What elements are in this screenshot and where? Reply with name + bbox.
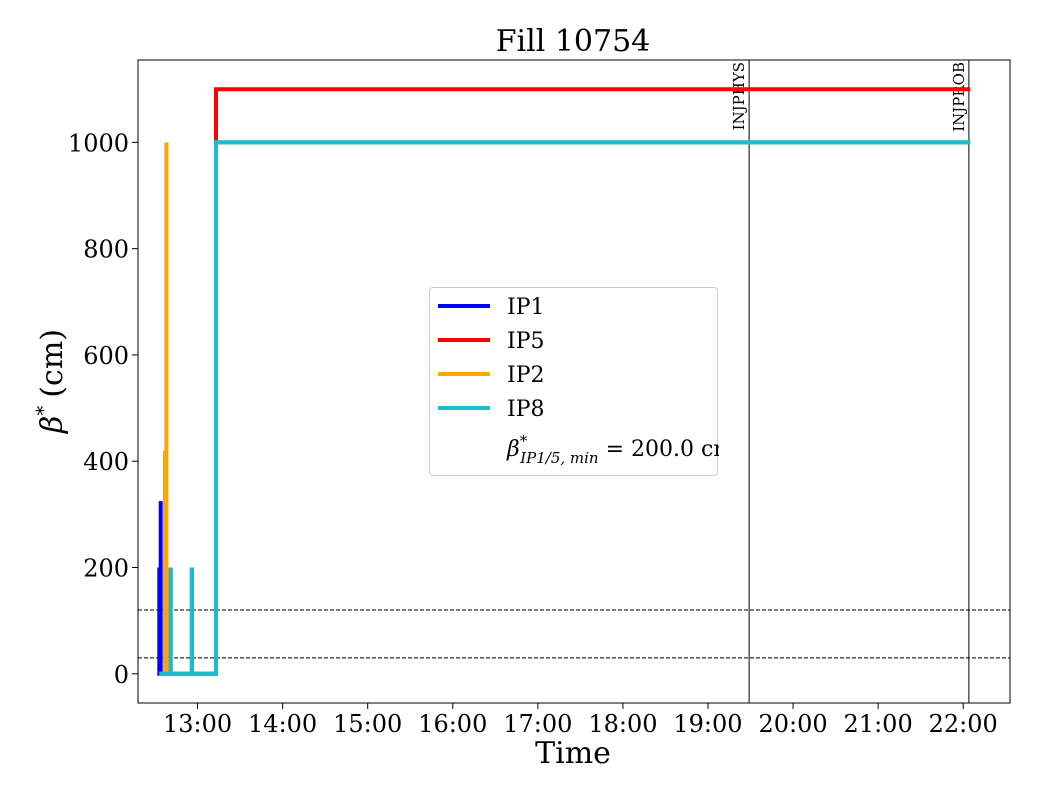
series-line-ip8: [159, 140, 971, 676]
legend-beta-symbol: β: [506, 437, 520, 462]
event-markers: INJPHYS INJPROB: [730, 60, 970, 703]
legend-entries: IP1 IP5 IP2 IP8: [438, 295, 545, 422]
y-tick-label: 400: [83, 448, 129, 476]
y-axis-superscript: *: [31, 406, 55, 416]
chart-title: Fill 10754: [496, 24, 651, 59]
plot-area: INJPHYS INJPROB: [137, 59, 1011, 704]
legend-label-ip1: IP1: [507, 295, 545, 320]
series-lines: [157, 87, 971, 676]
x-tick-label: 14:00: [248, 710, 317, 738]
y-axis: 0 200 400 600 800 1000: [68, 129, 138, 689]
x-tick-label: 18:00: [588, 710, 657, 738]
y-tick-label: 800: [83, 236, 129, 264]
y-tick-label: 200: [83, 554, 129, 582]
legend: IP1 IP5 IP2 IP8 β*IP1/5, min = 200.0 cm: [429, 287, 734, 476]
x-tick-label: 20:00: [758, 710, 827, 738]
x-axis-title: Time: [535, 736, 611, 771]
y-axis-unit: (cm): [35, 329, 70, 398]
legend-beta-subscript: IP1/5, min: [519, 449, 598, 467]
y-axis-symbol: β: [35, 416, 70, 434]
x-tick-label: 15:00: [333, 710, 402, 738]
legend-label-ip2: IP2: [507, 363, 545, 388]
legend-beta-value: = 200.0 cm: [599, 437, 719, 462]
x-tick-label: 16:00: [418, 710, 487, 738]
x-tick-label: 22:00: [929, 710, 998, 738]
x-tick-label: 19:00: [673, 710, 742, 738]
x-tick-label: 21:00: [844, 710, 913, 738]
event-label: INJPHYS: [730, 62, 748, 130]
event-label: INJPROB: [950, 62, 968, 132]
legend-content: IP1 IP5 IP2 IP8 β*IP1/5, min = 200.0 cm: [438, 295, 734, 467]
legend-beta-superscript: *: [520, 432, 528, 450]
legend-label-ip8: IP8: [507, 397, 545, 422]
x-axis: 13:00 14:00 15:00 16:00 17:00 18:00 19:00 20:00…: [163, 703, 998, 738]
legend-entry-beta-min: β*IP1/5, min = 200.0 cm: [506, 432, 719, 467]
plot-frame: [137, 59, 1011, 704]
y-tick-label: 600: [83, 342, 129, 370]
reference-lines: [138, 609, 1010, 659]
x-tick-label: 13:00: [163, 710, 232, 738]
x-tick-label: 17:00: [503, 710, 572, 738]
y-tick-label: 0: [114, 661, 129, 689]
y-axis-title: β* (cm): [31, 329, 70, 434]
y-tick-label: 1000: [68, 129, 129, 157]
legend-label-ip5: IP5: [507, 329, 545, 354]
